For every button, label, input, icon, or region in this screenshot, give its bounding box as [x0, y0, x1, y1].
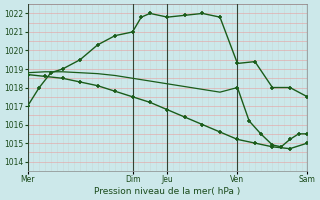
X-axis label: Pression niveau de la mer( hPa ): Pression niveau de la mer( hPa )	[94, 187, 241, 196]
